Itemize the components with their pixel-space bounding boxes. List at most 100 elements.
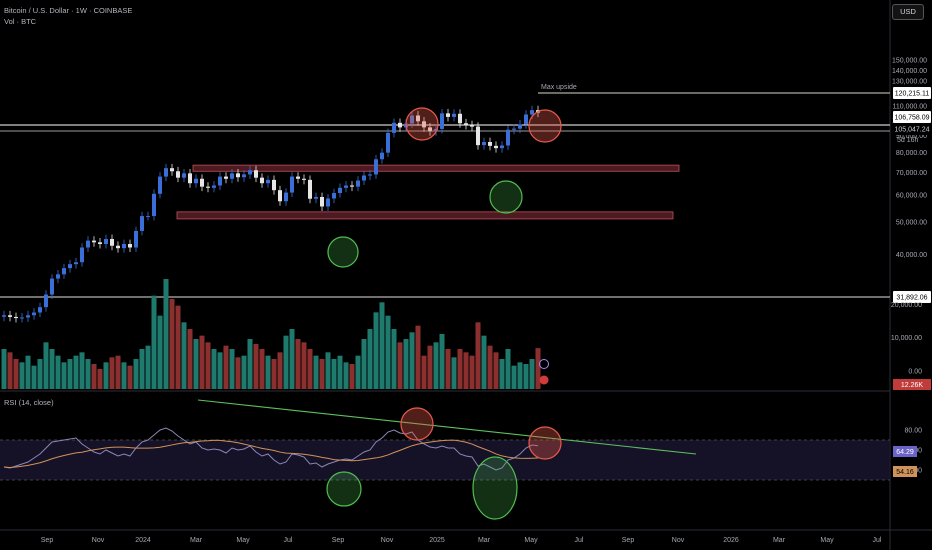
volume-bar bbox=[121, 362, 127, 389]
volume-bar bbox=[91, 364, 97, 389]
rsi-legend: RSI (14, close) bbox=[4, 398, 54, 407]
candle-body bbox=[350, 185, 354, 187]
candle-body bbox=[458, 113, 462, 124]
time-axis-label: Jul bbox=[873, 537, 882, 544]
volume-bar bbox=[19, 362, 25, 389]
volume-bar bbox=[313, 355, 319, 389]
candle-body bbox=[200, 178, 204, 187]
candle-body bbox=[416, 115, 420, 122]
volume-bar bbox=[235, 357, 241, 389]
candle-body bbox=[80, 247, 84, 263]
volume-bar bbox=[529, 359, 535, 389]
price-axis-tick: 130,000.00 bbox=[892, 79, 927, 86]
volume-bar bbox=[451, 357, 457, 389]
time-axis-label: May bbox=[236, 537, 250, 544]
price-axis-tick: 70,000.00 bbox=[896, 170, 927, 177]
volume-bar bbox=[49, 349, 55, 389]
volume-bar bbox=[67, 359, 73, 389]
volume-bar bbox=[499, 359, 505, 389]
volume-bar bbox=[181, 322, 187, 389]
time-axis-label: 2025 bbox=[429, 537, 445, 544]
candle-body bbox=[272, 179, 276, 191]
volume-bar bbox=[289, 329, 295, 389]
candle-body bbox=[290, 176, 294, 193]
candle-body bbox=[176, 171, 180, 178]
volume-bar bbox=[487, 345, 493, 389]
price-axis-tick: 80,000.00 bbox=[896, 150, 927, 157]
time-axis-label: May bbox=[524, 537, 538, 544]
volume-bar bbox=[301, 342, 307, 389]
time-axis-label: Nov bbox=[672, 537, 685, 544]
volume-bar bbox=[139, 349, 145, 389]
candle-body bbox=[152, 193, 156, 217]
volume-bar bbox=[427, 345, 433, 389]
candle-body bbox=[512, 128, 516, 130]
candle-body bbox=[158, 176, 162, 194]
volume-bar bbox=[145, 345, 151, 389]
candle-body bbox=[14, 316, 18, 319]
candle-body bbox=[20, 317, 24, 319]
candle-body bbox=[164, 168, 168, 177]
candle-body bbox=[494, 145, 498, 149]
volume-bar bbox=[319, 359, 325, 389]
volume-bar bbox=[259, 349, 265, 389]
candle-body bbox=[128, 244, 132, 248]
candle-body bbox=[146, 216, 150, 218]
candle-body bbox=[434, 128, 438, 132]
candle-body bbox=[464, 123, 468, 126]
candle-body bbox=[344, 185, 348, 188]
candle-body bbox=[86, 240, 90, 248]
candle-body bbox=[98, 242, 102, 245]
rsi-ma-value-tag: 54.16 bbox=[896, 469, 914, 476]
candle-body bbox=[410, 115, 414, 124]
candle-body bbox=[110, 238, 114, 246]
candle-body bbox=[230, 173, 234, 179]
candle-body bbox=[2, 315, 6, 317]
candle-body bbox=[500, 145, 504, 149]
volume-bar bbox=[229, 349, 235, 389]
candle-body bbox=[440, 113, 444, 129]
volume-bar bbox=[271, 359, 277, 389]
volume-bar bbox=[127, 365, 133, 389]
candle-body bbox=[278, 190, 282, 202]
candle-body bbox=[374, 159, 378, 175]
rsi-highlight-circle-bottom bbox=[326, 471, 362, 507]
volume-bar bbox=[241, 355, 247, 389]
price-tag-countdown: 5d 16h bbox=[897, 137, 919, 144]
candle-body bbox=[362, 175, 366, 181]
price-axis-tick: 50,000.00 bbox=[896, 219, 927, 226]
volume-bar bbox=[73, 355, 79, 389]
candle-body bbox=[254, 170, 258, 178]
resistance-zone bbox=[192, 164, 680, 172]
volume-bar bbox=[481, 335, 487, 389]
volume-bar bbox=[85, 359, 91, 389]
volume-bar bbox=[295, 339, 301, 389]
volume-bar bbox=[151, 295, 157, 389]
rsi-band bbox=[0, 440, 890, 480]
time-axis-label: Nov bbox=[381, 537, 394, 544]
currency-button[interactable]: USD bbox=[892, 4, 924, 20]
volume-bar bbox=[523, 364, 529, 389]
volume-bar bbox=[265, 355, 271, 389]
volume-bar bbox=[385, 315, 391, 389]
time-axis-label: Sep bbox=[41, 537, 54, 544]
rsi-ma-line bbox=[3, 439, 539, 469]
time-axis-label: Mar bbox=[773, 537, 786, 544]
volume-bar bbox=[7, 352, 13, 389]
volume-bar bbox=[205, 342, 211, 389]
price-axis-tick: 150,000.00 bbox=[892, 58, 927, 65]
flag-icon bbox=[539, 375, 549, 385]
volume-bar bbox=[367, 329, 373, 389]
volume-bar bbox=[247, 339, 253, 389]
candle-body bbox=[380, 152, 384, 160]
volume-bar bbox=[37, 359, 43, 389]
volume-bar bbox=[469, 355, 475, 389]
candle-body bbox=[212, 185, 216, 188]
candle-body bbox=[56, 274, 60, 279]
candle-body bbox=[218, 176, 222, 186]
rsi-line bbox=[3, 427, 539, 471]
volume-bar bbox=[163, 279, 169, 389]
volume-bar bbox=[415, 325, 421, 389]
candle-body bbox=[194, 178, 198, 184]
